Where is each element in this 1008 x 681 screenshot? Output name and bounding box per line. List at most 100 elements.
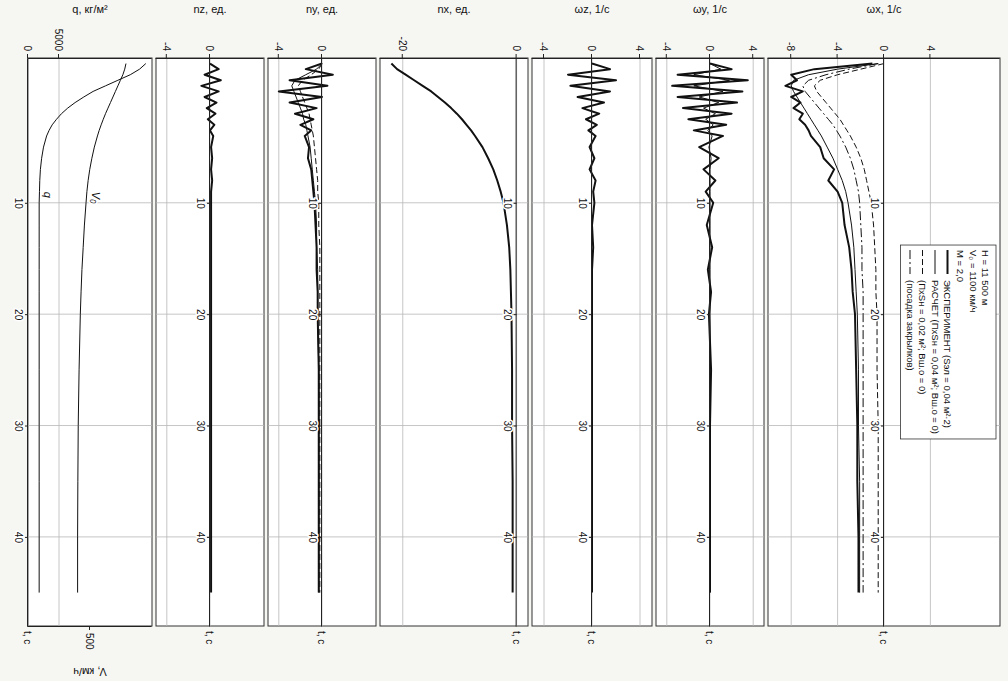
- tick: 40: [307, 532, 322, 544]
- grid-line: [402, 58, 403, 626]
- y-tick: [516, 54, 517, 58]
- y-tick: [929, 54, 930, 58]
- legend-swatch: [935, 250, 936, 274]
- panel: -40410203040t, cωy, 1/с: [656, 3, 765, 644]
- legend-label: РАСЧЕТ (ΠxSн = 0,04 м²; Bш.о = 0): [930, 280, 941, 434]
- tick: 30: [695, 420, 710, 432]
- x-tick-label: 10: [13, 198, 24, 210]
- plot-frame: [268, 58, 376, 626]
- x-tick: [514, 314, 517, 315]
- y-tick: [543, 54, 544, 58]
- x-tick: [319, 537, 322, 538]
- y-axis-title: ωz, 1/с: [575, 3, 610, 15]
- rotated-page: -8-40410203040t, cωx, 1/сH = 11 500 мV₀ …: [13, 3, 1000, 678]
- tick: -4: [832, 42, 843, 58]
- plot-frame: [656, 58, 764, 626]
- plot-frame: [380, 58, 528, 626]
- annotation: V₀ = 1100 км/ч: [968, 250, 979, 313]
- grid-line: [666, 58, 667, 626]
- grid-line: [28, 58, 29, 626]
- x-axis-title: t, c: [878, 631, 889, 644]
- x-tick: [589, 426, 592, 427]
- x-tick: [514, 426, 517, 427]
- x-tick: [25, 314, 28, 315]
- y-tick: [837, 54, 838, 58]
- x-tick: [319, 203, 322, 204]
- series-line: [791, 64, 878, 593]
- axis-line: [28, 58, 152, 59]
- panel: -4010203040t, cny, ед.: [268, 3, 377, 644]
- grid: [532, 58, 652, 626]
- tick: 4: [634, 45, 645, 58]
- plot-lines: [279, 64, 333, 593]
- x-tick: [514, 537, 517, 538]
- grid: [768, 58, 1000, 626]
- tick: 30: [195, 420, 210, 432]
- axis-line: [591, 59, 592, 627]
- x-tick-label: 30: [195, 420, 206, 432]
- x-tick-label: 40: [13, 532, 24, 544]
- x-tick: [207, 314, 210, 315]
- tick: 10: [577, 198, 592, 210]
- x-tick-label: 30: [502, 420, 513, 432]
- y-axis-title: ωy, 1/с: [693, 3, 728, 15]
- grid-line: [28, 314, 152, 315]
- axis: 05000: [22, 29, 151, 59]
- tick: 10: [13, 198, 28, 210]
- plot-frame: [156, 58, 264, 626]
- x-tick: [319, 426, 322, 427]
- series-line: [78, 64, 126, 593]
- x-axis-title: t, c: [511, 631, 522, 644]
- legend: H = 11 500 мV₀ = 1100 км/чM = 2,0ЭКСПЕРИ…: [901, 245, 997, 439]
- x-tick: [319, 314, 322, 315]
- tick: 10: [502, 198, 517, 210]
- tick: 20: [502, 309, 517, 321]
- axis: 10203040: [695, 59, 710, 627]
- axis: -4 0 4: [532, 42, 652, 58]
- axis: 10203040: [307, 59, 322, 627]
- x-tick: [589, 537, 592, 538]
- grid-line: [791, 58, 792, 626]
- y-tick-label: 0: [586, 45, 597, 51]
- y-tick: [790, 54, 791, 58]
- x-axis-title: t, c: [586, 631, 597, 644]
- grid-line: [544, 58, 545, 626]
- tick: 40: [502, 532, 517, 544]
- axis: 10 20 30 40: [577, 59, 592, 627]
- tick: 0: [878, 45, 889, 58]
- x-tick-label: 40: [695, 532, 706, 544]
- y-tick-label: -4: [538, 42, 549, 51]
- tick: 10: [695, 198, 710, 210]
- y-axis-title: nx, ед.: [437, 3, 470, 15]
- y-axis-title: nz, ед.: [193, 3, 226, 15]
- x-tick: [207, 426, 210, 427]
- tick: 20: [577, 309, 592, 321]
- x-tick: [881, 537, 884, 538]
- series-label: V₀: [90, 192, 102, 204]
- x-tick-label: 40: [502, 532, 513, 544]
- tick: 30: [869, 420, 884, 432]
- y-tick: [402, 54, 403, 58]
- x-tick: [589, 203, 592, 204]
- x-tick-label: 40: [577, 532, 588, 544]
- tick: 40: [869, 532, 884, 544]
- y-tick: [591, 54, 592, 58]
- x-tick: [514, 203, 517, 204]
- y-tick-label: -8: [786, 42, 797, 51]
- tick: 40: [695, 532, 710, 544]
- y-tick: [321, 54, 322, 58]
- y-tick: [278, 54, 279, 58]
- y-tick-label: 5000: [53, 29, 64, 52]
- tick: 4: [748, 45, 759, 58]
- x-axis-title: t, c: [204, 631, 215, 644]
- tick: 40: [195, 532, 210, 544]
- x-tick-label: 30: [577, 420, 588, 432]
- panel: 0500050010203040t, cq, кг/м²V, км/чqV₀: [13, 3, 152, 678]
- tick: 40: [13, 532, 28, 544]
- y-tick: [27, 54, 28, 58]
- grid: [380, 58, 528, 626]
- grid-line: [753, 58, 754, 626]
- series-line: [279, 64, 333, 593]
- grid-line: [28, 536, 152, 537]
- x-axis-title: t, c: [22, 631, 33, 644]
